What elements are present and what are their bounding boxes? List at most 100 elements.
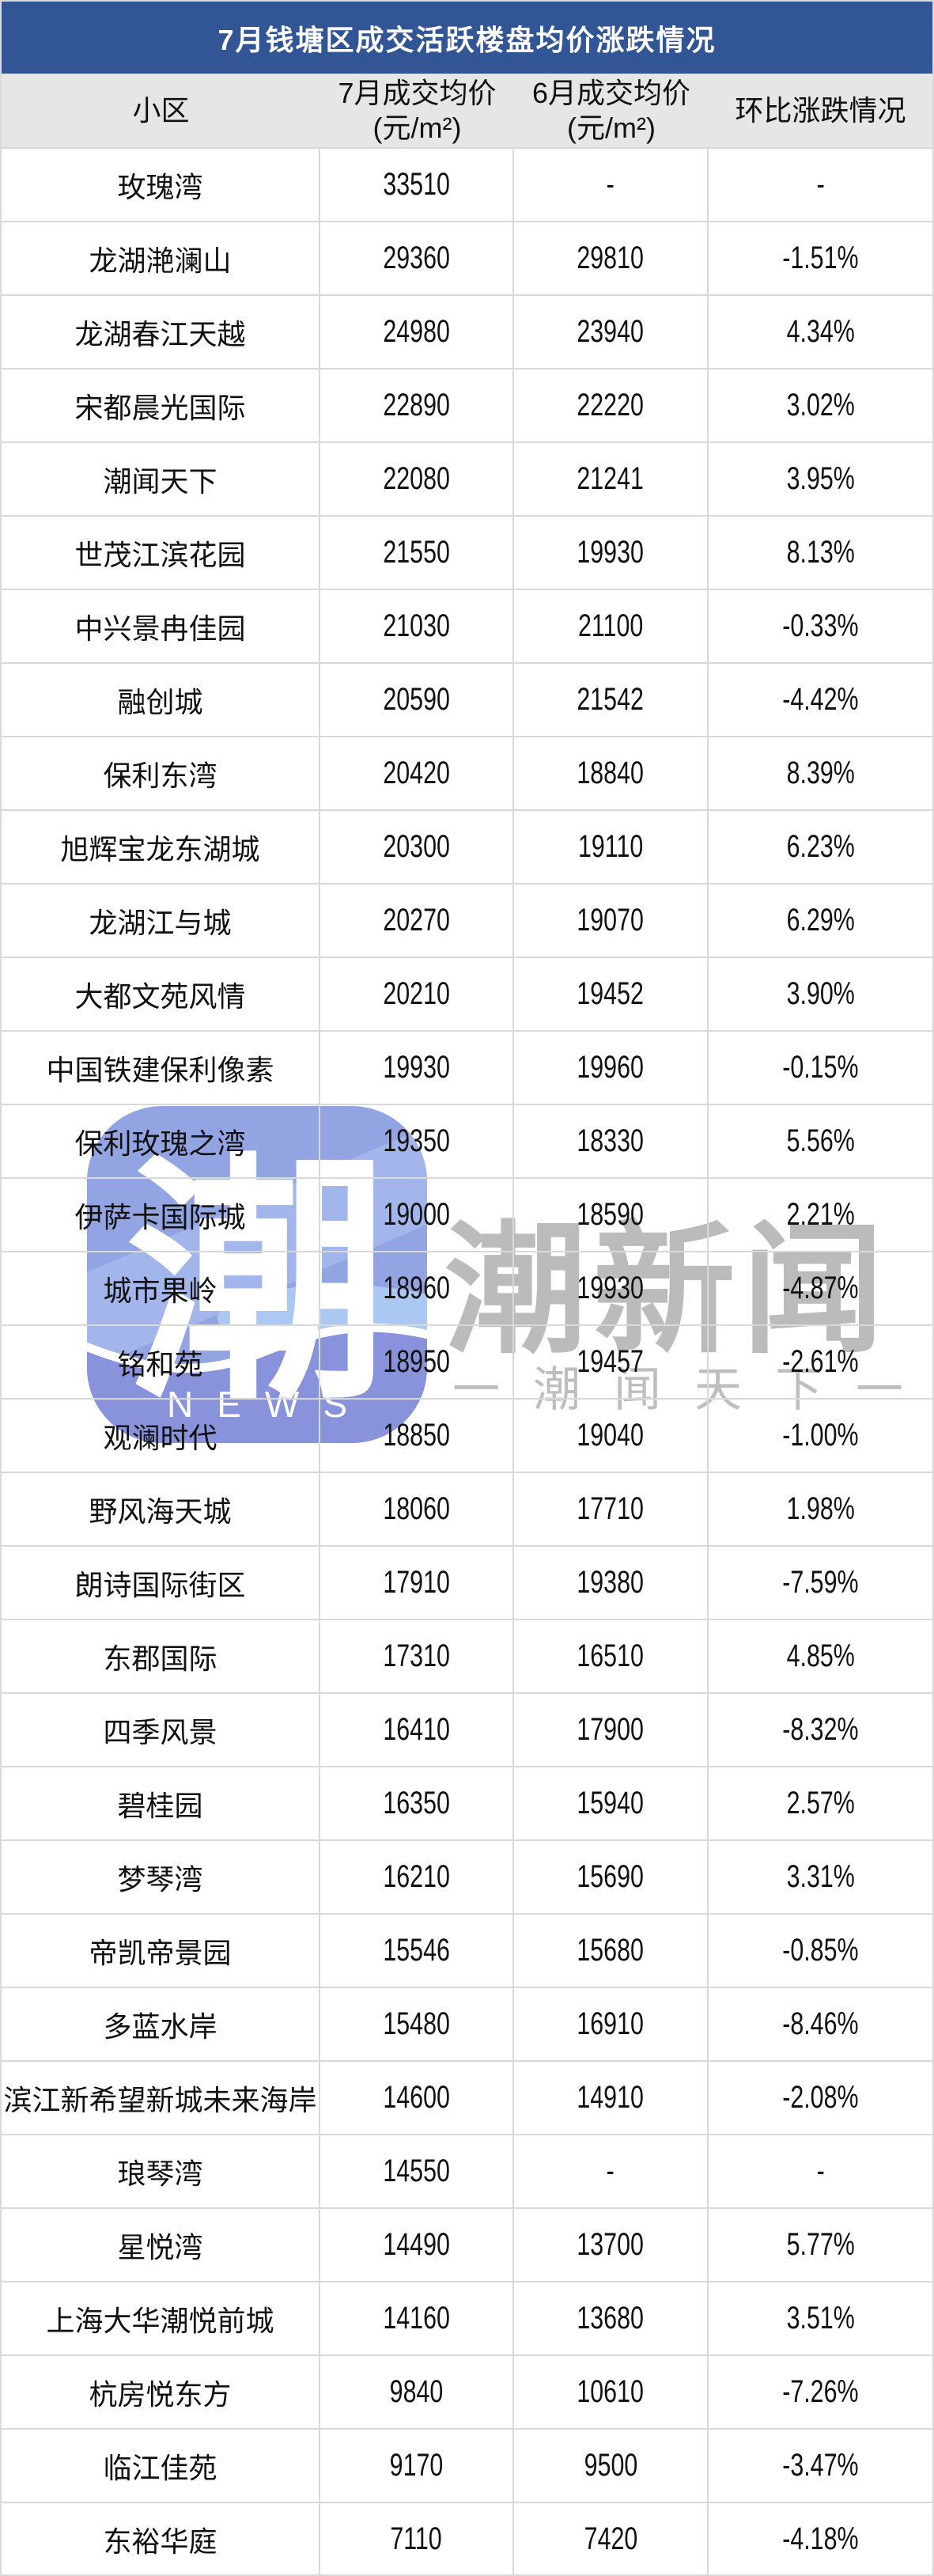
june-avg-price: 18330 — [514, 1105, 709, 1177]
june-avg-price-value: 21241 — [577, 461, 645, 496]
june-avg-price: 19452 — [514, 958, 709, 1030]
table-row: 东郡国际 17310 16510 4.85% — [2, 1620, 932, 1694]
header-june-price: 6月成交均价 (元/m²) — [514, 74, 709, 147]
june-avg-price: 15680 — [514, 1915, 709, 1987]
june-avg-price-value: - — [606, 167, 615, 202]
mom-change: - — [709, 2135, 932, 2207]
july-avg-price-value: 20210 — [383, 976, 450, 1011]
mom-change: -7.26% — [709, 2356, 932, 2428]
header-community: 小区 — [2, 74, 320, 147]
june-avg-price: 14910 — [514, 2062, 709, 2134]
july-avg-price-value: 20420 — [383, 756, 450, 790]
mom-change-value: -3.47% — [782, 2448, 859, 2483]
mom-change-value: -4.18% — [782, 2521, 859, 2556]
mom-change-value: 8.13% — [786, 535, 855, 570]
june-avg-price-value: 21100 — [577, 608, 644, 643]
community-name: 龙湖江与城 — [2, 885, 320, 957]
mom-change-value: -2.08% — [782, 2080, 859, 2115]
table-row: 杭房悦东方 9840 10610 -7.26% — [2, 2356, 932, 2430]
june-avg-price-value: 18590 — [577, 1197, 645, 1232]
july-avg-price: 14600 — [320, 2062, 514, 2134]
july-avg-price-value: 24980 — [383, 314, 450, 349]
community-name: 梦琴湾 — [2, 1841, 320, 1913]
july-avg-price-value: 21550 — [383, 535, 450, 570]
community-name: 大都文苑风情 — [2, 958, 320, 1030]
july-avg-price-value: 14160 — [383, 2301, 450, 2335]
june-avg-price-value: 16910 — [577, 2006, 645, 2041]
community-name: 保利东湾 — [2, 737, 320, 809]
mom-change-value: 3.51% — [786, 2301, 855, 2335]
july-avg-price-value: 16350 — [383, 1786, 450, 1820]
july-avg-price-value: 20270 — [383, 903, 450, 938]
june-avg-price: 21542 — [514, 664, 709, 736]
june-avg-price-value: 16510 — [577, 1638, 645, 1673]
june-avg-price-value: 15940 — [577, 1786, 645, 1820]
mom-change: -8.32% — [709, 1694, 932, 1766]
table-row: 多蓝水岸 15480 16910 -8.46% — [2, 1988, 932, 2062]
july-avg-price: 20300 — [320, 811, 514, 883]
mom-change-value: -8.32% — [782, 1712, 859, 1747]
table-row: 观澜时代 18850 19040 -1.00% — [2, 1400, 932, 1473]
community-name: 野风海天城 — [2, 1473, 320, 1545]
july-avg-price-value: 15546 — [383, 1933, 450, 1968]
july-avg-price-value: 20590 — [383, 682, 450, 717]
mom-change-value: - — [816, 2154, 825, 2188]
community-name: 多蓝水岸 — [2, 1988, 320, 2060]
mom-change-value: 2.21% — [786, 1197, 855, 1232]
july-avg-price-value: 14600 — [383, 2080, 450, 2115]
june-avg-price: 19457 — [514, 1326, 709, 1398]
june-avg-price-value: 19070 — [577, 903, 645, 938]
mom-change: -2.61% — [709, 1326, 932, 1398]
community-name: 杭房悦东方 — [2, 2356, 320, 2428]
mom-change: 2.21% — [709, 1179, 932, 1251]
july-avg-price: 14490 — [320, 2209, 514, 2281]
july-avg-price-value: 19000 — [383, 1197, 450, 1232]
mom-change-value: -1.51% — [782, 241, 859, 275]
community-name: 世茂江滨花园 — [2, 517, 320, 589]
june-avg-price: 19040 — [514, 1400, 709, 1472]
table-row: 玫瑰湾 33510 - - — [2, 149, 932, 222]
july-avg-price: 20590 — [320, 664, 514, 736]
july-avg-price: 20420 — [320, 737, 514, 809]
july-avg-price: 22890 — [320, 369, 514, 441]
july-avg-price-value: 21030 — [383, 608, 450, 643]
title-bar: 7月钱塘区成交活跃楼盘均价涨跌情况 — [2, 2, 932, 74]
mom-change-value: -4.42% — [782, 682, 859, 717]
july-avg-price-value: 18060 — [383, 1491, 450, 1526]
july-avg-price: 17910 — [320, 1547, 514, 1619]
community-name: 四季风景 — [2, 1694, 320, 1766]
mom-change-value: -2.61% — [782, 1344, 859, 1379]
july-avg-price-value: 15480 — [383, 2006, 450, 2041]
july-avg-price: 16210 — [320, 1841, 514, 1913]
table-row: 融创城 20590 21542 -4.42% — [2, 664, 932, 737]
june-avg-price: 19110 — [514, 811, 709, 883]
june-avg-price-value: 19380 — [577, 1565, 645, 1600]
june-avg-price: - — [514, 149, 709, 221]
mom-change-value: -0.15% — [782, 1050, 859, 1085]
mom-change: -0.15% — [709, 1032, 932, 1104]
july-avg-price-value: 9840 — [389, 2374, 444, 2409]
table-row: 龙湖春江天越 24980 23940 4.34% — [2, 296, 932, 369]
community-name: 融创城 — [2, 664, 320, 736]
mom-change: -1.51% — [709, 222, 932, 294]
community-name: 宋都晨光国际 — [2, 369, 320, 441]
mom-change-value: -7.59% — [782, 1565, 859, 1600]
mom-change-value: 6.29% — [786, 903, 855, 938]
table-row: 世茂江滨花园 21550 19930 8.13% — [2, 517, 932, 590]
june-avg-price-value: 23940 — [577, 314, 645, 349]
mom-change-value: 2.57% — [786, 1786, 855, 1820]
mom-change: -4.87% — [709, 1252, 932, 1324]
mom-change-value: 1.98% — [786, 1491, 855, 1526]
july-avg-price: 29360 — [320, 222, 514, 294]
mom-change: 3.90% — [709, 958, 932, 1030]
july-avg-price: 14160 — [320, 2282, 514, 2354]
july-avg-price: 18850 — [320, 1400, 514, 1472]
community-name: 龙湖春江天越 — [2, 296, 320, 368]
june-avg-price-value: 19457 — [577, 1344, 645, 1379]
july-avg-price: 17310 — [320, 1620, 514, 1692]
june-avg-price-value: 18840 — [577, 756, 645, 790]
mom-change-value: 5.77% — [786, 2227, 855, 2262]
community-name: 碧桂园 — [2, 1767, 320, 1839]
table-row: 东裕华庭 7110 7420 -4.18% — [2, 2503, 932, 2574]
june-avg-price-value: 22220 — [577, 388, 645, 422]
